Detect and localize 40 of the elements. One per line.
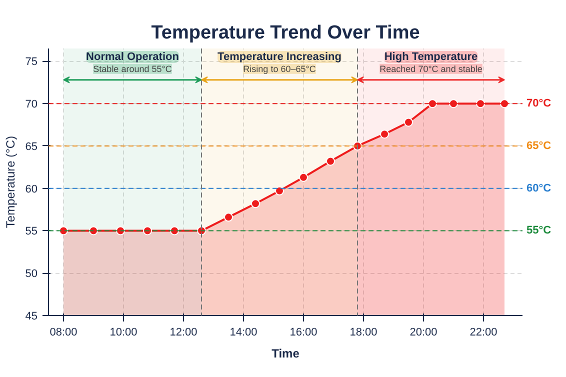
x-tick-label: 20:00	[410, 326, 438, 338]
x-tick-label: 14:00	[230, 326, 258, 338]
x-axis-title: Time	[272, 346, 300, 360]
x-tick-label: 18:00	[350, 326, 378, 338]
ref-line-label: 60°C	[526, 182, 552, 194]
band-label: Normal Operation	[86, 50, 180, 63]
band-label: High Temperature	[384, 50, 478, 63]
y-tick-label: 70	[25, 98, 38, 111]
annotation: Reached 70°C and stable	[380, 64, 482, 74]
y-tick-label: 60	[25, 183, 38, 196]
y-tick-label: 55	[25, 226, 38, 238]
point	[326, 156, 335, 166]
x-tick-label: 08:00	[50, 326, 78, 338]
point	[404, 118, 413, 127]
y-tick-label: 65	[25, 140, 38, 153]
x-tick-label: 22:00	[470, 326, 498, 338]
point	[428, 99, 437, 108]
point	[380, 130, 389, 139]
band-label: Temperature Increasing	[218, 50, 342, 63]
point	[143, 226, 152, 236]
x-tick-label: 10:00	[110, 326, 138, 338]
chart-title: Temperature Trend Over Time	[151, 22, 420, 44]
ref-line-label: 70°C	[526, 98, 552, 110]
y-tick-label: 45	[25, 310, 38, 322]
ref-line-label: 55°C	[526, 224, 552, 237]
annotation: Stable around 55°C	[93, 64, 172, 74]
point	[500, 99, 509, 108]
y-tick-label: 50	[25, 268, 38, 280]
point	[275, 186, 284, 196]
y-tick-label: 75	[25, 56, 38, 68]
point	[449, 99, 458, 108]
y-axis-title: Temperature (°C)	[3, 136, 18, 228]
x-tick-label: 16:00	[290, 326, 318, 338]
annotation: Rising to 60–65°C	[243, 64, 316, 74]
point	[251, 199, 260, 208]
point	[224, 212, 233, 222]
ref-line-label: 65°C	[526, 140, 552, 152]
point	[299, 172, 308, 182]
x-tick-label: 12:00	[170, 326, 198, 338]
point	[476, 99, 485, 108]
